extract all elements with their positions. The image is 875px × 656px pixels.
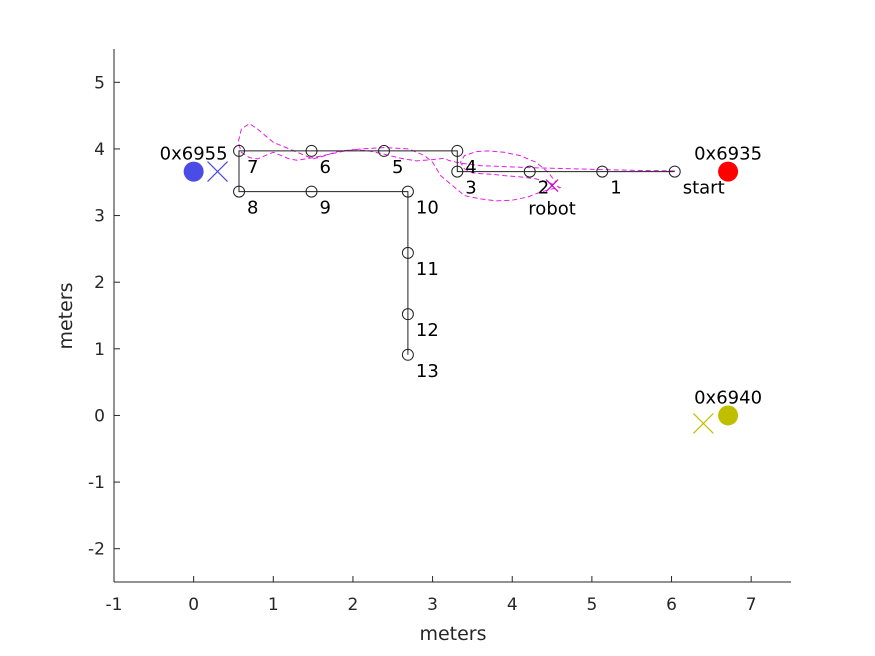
y-tick-label: -1 xyxy=(88,473,105,493)
waypoint-label: 6 xyxy=(320,157,331,178)
y-tick-label: 3 xyxy=(94,207,105,227)
x-tick-label: 2 xyxy=(348,595,359,615)
waypoint-marker xyxy=(451,165,464,178)
anchor-marker xyxy=(718,161,739,182)
anchor-label: 0x6955 xyxy=(160,144,228,165)
trajectory-group xyxy=(237,123,675,202)
anchor-marker xyxy=(718,405,739,426)
waypoint-path-group xyxy=(233,144,681,361)
anchors-group xyxy=(183,161,739,434)
x-tick-label: 0 xyxy=(188,595,199,615)
waypoint-marker xyxy=(401,185,414,198)
robot-label: robot xyxy=(528,199,576,220)
x-tick-label: 3 xyxy=(427,595,438,615)
y-tick-label: 2 xyxy=(94,273,105,293)
x-tick-label: 7 xyxy=(746,595,757,615)
cross-stroke xyxy=(545,179,559,193)
waypoint-label: 9 xyxy=(320,198,331,219)
y-tick-label: 4 xyxy=(94,140,105,160)
x-tick-label: 4 xyxy=(507,595,518,615)
x-tick-label: 6 xyxy=(666,595,677,615)
x-tick-label: -1 xyxy=(106,595,123,615)
anchor-marker xyxy=(183,161,204,182)
waypoint-label: 1 xyxy=(610,178,621,199)
y-tick-label: 5 xyxy=(94,73,105,93)
estimate-marker xyxy=(692,413,714,434)
x-tick-label: 5 xyxy=(586,595,597,615)
y-tick-label: -2 xyxy=(88,540,105,560)
waypoint-label: 7 xyxy=(247,157,258,178)
waypoint-label: 13 xyxy=(416,361,439,382)
waypoint-marker xyxy=(596,165,609,178)
waypoint-label: 11 xyxy=(416,259,439,280)
robot-marker xyxy=(545,179,559,193)
waypoint-marker xyxy=(233,185,246,198)
y-tick-label: 1 xyxy=(94,340,105,360)
waypoint-label: start xyxy=(683,178,725,199)
waypoint-marker xyxy=(451,144,464,157)
estimate-marker xyxy=(207,161,228,183)
cross-stroke xyxy=(207,161,228,183)
waypoint-label: 8 xyxy=(247,198,258,219)
waypoint-label: 10 xyxy=(416,198,439,219)
y-axis-label: meters xyxy=(55,282,77,349)
waypoint-label: 3 xyxy=(465,178,476,199)
waypoint-marker xyxy=(401,308,414,321)
waypoint-label: 4 xyxy=(465,157,476,178)
waypoint-label: 5 xyxy=(392,157,403,178)
waypoint-path-line xyxy=(238,150,675,355)
anchor-label: 0x6935 xyxy=(694,144,762,165)
trajectory-line xyxy=(237,123,675,202)
waypoint-marker xyxy=(305,144,318,157)
waypoint-label: 2 xyxy=(538,178,549,199)
waypoint-marker xyxy=(523,165,536,178)
waypoint-marker xyxy=(305,185,318,198)
x-axis-label: meters xyxy=(419,623,486,645)
anchor-label: 0x6940 xyxy=(694,387,762,408)
waypoint-label: 12 xyxy=(416,320,439,341)
waypoint-marker xyxy=(401,348,414,361)
waypoint-marker xyxy=(378,144,391,157)
waypoint-marker xyxy=(668,165,681,178)
waypoint-marker xyxy=(401,246,414,259)
cross-stroke xyxy=(692,413,714,434)
x-tick-label: 1 xyxy=(268,595,279,615)
y-tick-label: 0 xyxy=(94,406,105,426)
waypoint-marker xyxy=(233,144,246,157)
